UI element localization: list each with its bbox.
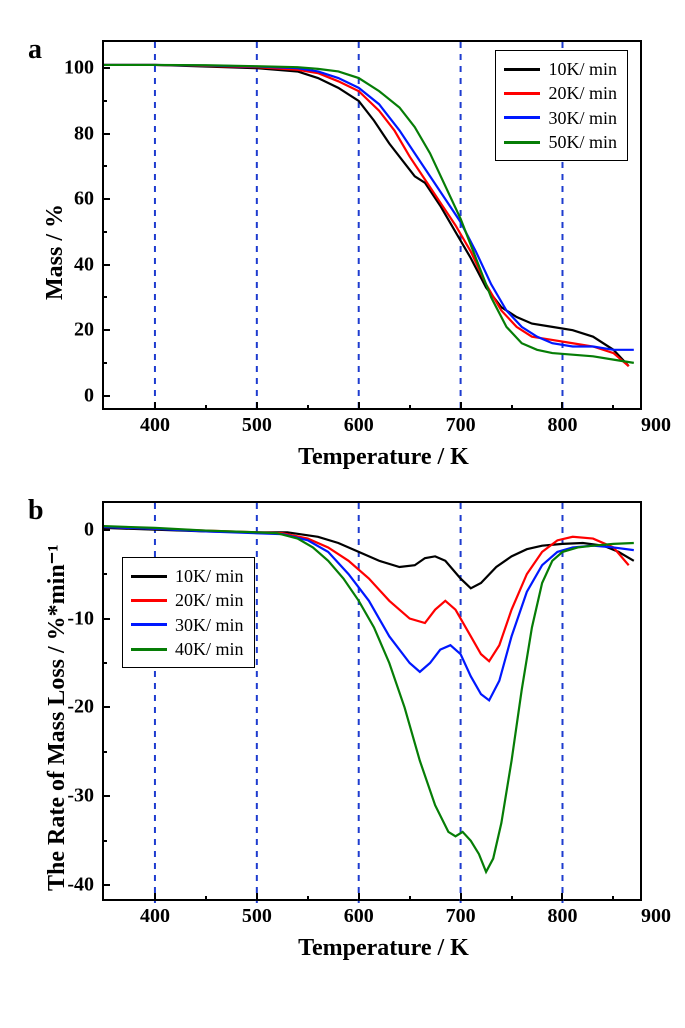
xtick-label: 900: [641, 905, 671, 928]
xtick-label: 500: [242, 414, 272, 437]
ytick-mark: [102, 198, 110, 200]
legend-swatch: [131, 575, 167, 578]
panel-b-xlabel: Temperature / K: [102, 935, 665, 962]
xtick-mark: [460, 402, 462, 410]
xtick-label: 800: [547, 414, 577, 437]
xtick-label: 900: [641, 414, 671, 437]
panel-b-label: b: [28, 495, 44, 527]
xtick-mark: [460, 893, 462, 901]
xtick-label: 500: [242, 905, 272, 928]
legend-item: 50K/ min: [504, 130, 617, 154]
legend-label: 20K/ min: [548, 81, 617, 105]
xtick-mark: [256, 402, 258, 410]
xtick-mark: [561, 402, 563, 410]
legend-swatch: [504, 116, 540, 119]
xtick-minor: [307, 896, 309, 901]
legend: 10K/ min20K/ min30K/ min40K/ min: [122, 557, 255, 668]
xtick-minor: [612, 896, 614, 901]
xtick-mark: [154, 893, 156, 901]
panel-b: b The Rate of Mass Loss / %*min⁻¹ 400500…: [20, 501, 665, 962]
xtick-label: 800: [547, 905, 577, 928]
xtick-mark: [561, 893, 563, 901]
ytick-mark: [102, 706, 110, 708]
ytick-label: 0: [84, 384, 94, 407]
ytick-mark: [102, 329, 110, 331]
ytick-mark: [102, 795, 110, 797]
legend-swatch: [504, 92, 540, 95]
legend-item: 40K/ min: [131, 637, 244, 661]
ytick-label: 60: [74, 188, 94, 211]
ytick-minor: [102, 662, 107, 664]
xtick-mark: [154, 402, 156, 410]
legend-label: 30K/ min: [175, 613, 244, 637]
xtick-minor: [511, 405, 513, 410]
xtick-mark: [256, 893, 258, 901]
panel-a-ylabel: Mass / %: [42, 204, 69, 300]
xtick-label: 600: [344, 414, 374, 437]
ytick-minor: [102, 231, 107, 233]
legend-item: 10K/ min: [504, 57, 617, 81]
panel-a: a Mass / % 40050060070080090002040608010…: [20, 40, 665, 471]
xtick-label: 700: [446, 905, 476, 928]
xtick-mark: [358, 893, 360, 901]
xtick-label: 600: [344, 905, 374, 928]
legend-swatch: [504, 68, 540, 71]
legend-swatch: [131, 648, 167, 651]
legend-item: 20K/ min: [504, 81, 617, 105]
ytick-label: -20: [67, 696, 94, 719]
legend: 10K/ min20K/ min30K/ min50K/ min: [495, 50, 628, 161]
legend-item: 10K/ min: [131, 564, 244, 588]
ytick-mark: [102, 133, 110, 135]
xtick-mark: [358, 402, 360, 410]
ytick-label: -30: [67, 785, 94, 808]
xtick-label: 400: [140, 905, 170, 928]
xtick-minor: [307, 405, 309, 410]
legend-swatch: [131, 623, 167, 626]
legend-item: 30K/ min: [131, 613, 244, 637]
ytick-mark: [102, 67, 110, 69]
xtick-minor: [205, 896, 207, 901]
ytick-mark: [102, 395, 110, 397]
ytick-mark: [102, 618, 110, 620]
xtick-label: 400: [140, 414, 170, 437]
panel-b-chart: 400500600700800900-40-30-20-10010K/ min2…: [102, 501, 642, 901]
legend-label: 50K/ min: [548, 130, 617, 154]
xtick-minor: [409, 896, 411, 901]
ytick-label: 20: [74, 319, 94, 342]
ytick-mark: [102, 264, 110, 266]
ytick-label: 100: [64, 57, 94, 80]
xtick-minor: [409, 405, 411, 410]
panel-a-chart: 40050060070080090002040608010010K/ min20…: [102, 40, 642, 410]
legend-label: 10K/ min: [548, 57, 617, 81]
panel-a-label: a: [28, 34, 42, 66]
ytick-minor: [102, 100, 107, 102]
ytick-mark: [102, 884, 110, 886]
ytick-label: -10: [67, 607, 94, 630]
xtick-minor: [205, 405, 207, 410]
legend-label: 40K/ min: [175, 637, 244, 661]
xtick-minor: [511, 896, 513, 901]
ytick-minor: [102, 840, 107, 842]
ytick-minor: [102, 296, 107, 298]
ytick-label: 0: [84, 518, 94, 541]
legend-swatch: [504, 141, 540, 144]
ytick-minor: [102, 573, 107, 575]
legend-swatch: [131, 599, 167, 602]
legend-label: 20K/ min: [175, 588, 244, 612]
legend-label: 10K/ min: [175, 564, 244, 588]
ytick-label: 40: [74, 253, 94, 276]
ytick-minor: [102, 751, 107, 753]
ytick-label: 80: [74, 122, 94, 145]
ytick-minor: [102, 362, 107, 364]
ytick-label: -40: [67, 874, 94, 897]
xtick-minor: [612, 405, 614, 410]
figure: a Mass / % 40050060070080090002040608010…: [20, 40, 665, 962]
legend-label: 30K/ min: [548, 106, 617, 130]
legend-item: 20K/ min: [131, 588, 244, 612]
panel-a-xlabel: Temperature / K: [102, 444, 665, 471]
ytick-mark: [102, 529, 110, 531]
legend-item: 30K/ min: [504, 106, 617, 130]
xtick-label: 700: [446, 414, 476, 437]
ytick-minor: [102, 165, 107, 167]
